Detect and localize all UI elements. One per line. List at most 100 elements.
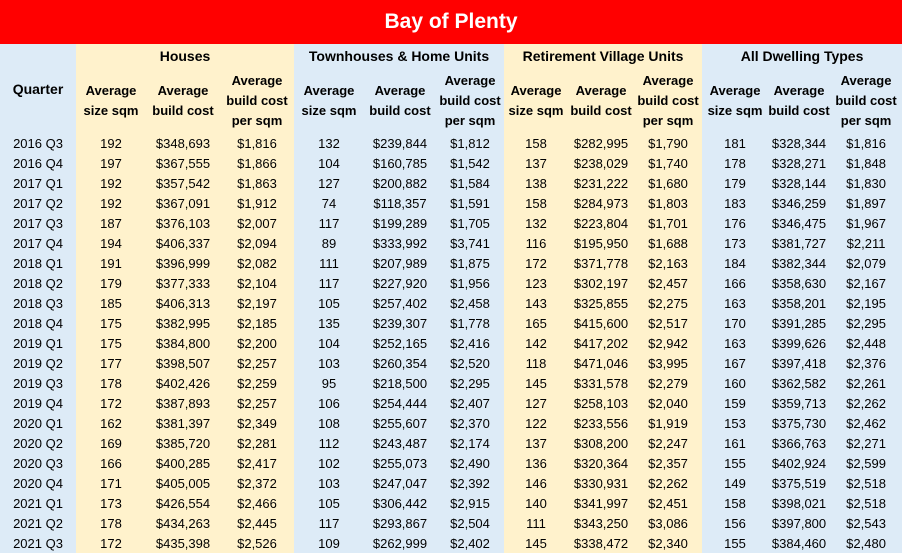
value-cell: 104 bbox=[294, 153, 364, 173]
value-cell: $2,480 bbox=[830, 533, 902, 553]
value-cell: $331,578 bbox=[568, 373, 635, 393]
value-cell: $2,392 bbox=[436, 473, 505, 493]
value-cell: $308,200 bbox=[568, 433, 635, 453]
value-cell: $348,693 bbox=[146, 133, 220, 153]
value-cell: $367,555 bbox=[146, 153, 220, 173]
quarter-cell: 2016 Q4 bbox=[0, 153, 76, 173]
group-header-all-dwellings: All Dwelling Types bbox=[702, 44, 902, 68]
value-cell: 111 bbox=[504, 513, 569, 533]
value-cell: $357,542 bbox=[146, 173, 220, 193]
value-cell: $2,915 bbox=[436, 493, 505, 513]
value-cell: $227,920 bbox=[364, 273, 436, 293]
value-cell: $2,281 bbox=[220, 433, 294, 453]
value-cell: $195,950 bbox=[568, 233, 635, 253]
value-cell: $402,426 bbox=[146, 373, 220, 393]
value-cell: $260,354 bbox=[364, 353, 436, 373]
value-cell: 179 bbox=[702, 173, 769, 193]
value-cell: $1,542 bbox=[436, 153, 505, 173]
value-cell: $381,397 bbox=[146, 413, 220, 433]
value-cell: $257,402 bbox=[364, 293, 436, 313]
table-row: 2018 Q4 175 $382,995 $2,185 135 $239,307 $1,77… bbox=[0, 313, 902, 333]
table-row: 2017 Q1 192 $357,542 $1,863 127 $200,882 $1,58… bbox=[0, 173, 902, 193]
value-cell: $302,197 bbox=[568, 273, 635, 293]
value-cell: $2,167 bbox=[830, 273, 902, 293]
value-cell: 173 bbox=[702, 233, 769, 253]
value-cell: 167 bbox=[702, 353, 769, 373]
value-cell: $1,848 bbox=[830, 153, 902, 173]
table-row: 2019 Q1 175 $384,800 $2,200 104 $252,165 $2,41… bbox=[0, 333, 902, 353]
table-row: 2018 Q2 179 $377,333 $2,104 117 $227,920 $1,95… bbox=[0, 273, 902, 293]
col-header-houses-cost: Average build cost bbox=[146, 68, 220, 133]
value-cell: $243,487 bbox=[364, 433, 436, 453]
value-cell: 178 bbox=[76, 373, 146, 393]
table-row: 2019 Q3 178 $402,426 $2,259 95 $218,500 $2,295… bbox=[0, 373, 902, 393]
value-cell: 192 bbox=[76, 193, 146, 213]
value-cell: 103 bbox=[294, 473, 364, 493]
value-cell: $417,202 bbox=[568, 333, 635, 353]
value-cell: 161 bbox=[702, 433, 769, 453]
value-cell: 166 bbox=[702, 273, 769, 293]
value-cell: 132 bbox=[294, 133, 364, 153]
col-header-all-size: Average size sqm bbox=[702, 68, 769, 133]
value-cell: 127 bbox=[504, 393, 569, 413]
value-cell: $358,201 bbox=[768, 293, 831, 313]
value-cell: 172 bbox=[76, 533, 146, 553]
value-cell: $3,086 bbox=[634, 513, 703, 533]
value-cell: 175 bbox=[76, 333, 146, 353]
value-cell: 159 bbox=[702, 393, 769, 413]
value-cell: 175 bbox=[76, 313, 146, 333]
value-cell: $400,285 bbox=[146, 453, 220, 473]
value-cell: 122 bbox=[504, 413, 569, 433]
table-row: 2020 Q3 166 $400,285 $2,417 102 $255,073 $2,49… bbox=[0, 453, 902, 473]
value-cell: $2,416 bbox=[436, 333, 505, 353]
value-cell: 116 bbox=[504, 233, 569, 253]
value-cell: $1,688 bbox=[634, 233, 703, 253]
value-cell: $2,195 bbox=[830, 293, 902, 313]
value-cell: 145 bbox=[504, 533, 569, 553]
quarter-cell: 2018 Q4 bbox=[0, 313, 76, 333]
value-cell: $252,165 bbox=[364, 333, 436, 353]
value-cell: $2,197 bbox=[220, 293, 294, 313]
col-header-houses-per-sqm: Average build cost per sqm bbox=[220, 68, 294, 133]
value-cell: $2,372 bbox=[220, 473, 294, 493]
value-cell: $2,007 bbox=[220, 213, 294, 233]
quarter-header: Quarter bbox=[0, 44, 76, 133]
value-cell: 143 bbox=[504, 293, 569, 313]
value-cell: $2,295 bbox=[436, 373, 505, 393]
value-cell: $2,262 bbox=[830, 393, 902, 413]
value-cell: 172 bbox=[76, 393, 146, 413]
value-cell: $1,866 bbox=[220, 153, 294, 173]
value-cell: $2,457 bbox=[634, 273, 703, 293]
value-cell: $231,222 bbox=[568, 173, 635, 193]
col-header-all-per-sqm: Average build cost per sqm bbox=[830, 68, 902, 133]
value-cell: 108 bbox=[294, 413, 364, 433]
value-cell: 106 bbox=[294, 393, 364, 413]
col-header-all-cost: Average build cost bbox=[768, 68, 831, 133]
group-header-houses: Houses bbox=[76, 44, 294, 68]
value-cell: 165 bbox=[504, 313, 569, 333]
value-cell: $233,556 bbox=[568, 413, 635, 433]
value-cell: $387,893 bbox=[146, 393, 220, 413]
value-cell: 105 bbox=[294, 293, 364, 313]
value-cell: $325,855 bbox=[568, 293, 635, 313]
value-cell: 158 bbox=[504, 133, 569, 153]
value-cell: 89 bbox=[294, 233, 364, 253]
value-cell: 111 bbox=[294, 253, 364, 273]
value-cell: $2,599 bbox=[830, 453, 902, 473]
value-cell: $377,333 bbox=[146, 273, 220, 293]
value-cell: 155 bbox=[702, 453, 769, 473]
quarter-cell: 2017 Q2 bbox=[0, 193, 76, 213]
col-header-retirement-size: Average size sqm bbox=[504, 68, 569, 133]
value-cell: $384,460 bbox=[768, 533, 831, 553]
value-cell: 149 bbox=[702, 473, 769, 493]
value-cell: $258,103 bbox=[568, 393, 635, 413]
value-cell: 192 bbox=[76, 133, 146, 153]
value-cell: $306,442 bbox=[364, 493, 436, 513]
table-row: 2017 Q2 192 $367,091 $1,912 74 $118,357 $1,591… bbox=[0, 193, 902, 213]
value-cell: 162 bbox=[76, 413, 146, 433]
value-cell: $2,466 bbox=[220, 493, 294, 513]
table-row: 2021 Q3 172 $435,398 $2,526 109 $262,999 $2,40… bbox=[0, 533, 902, 553]
quarter-cell: 2016 Q3 bbox=[0, 133, 76, 153]
value-cell: $2,349 bbox=[220, 413, 294, 433]
value-cell: $358,630 bbox=[768, 273, 831, 293]
